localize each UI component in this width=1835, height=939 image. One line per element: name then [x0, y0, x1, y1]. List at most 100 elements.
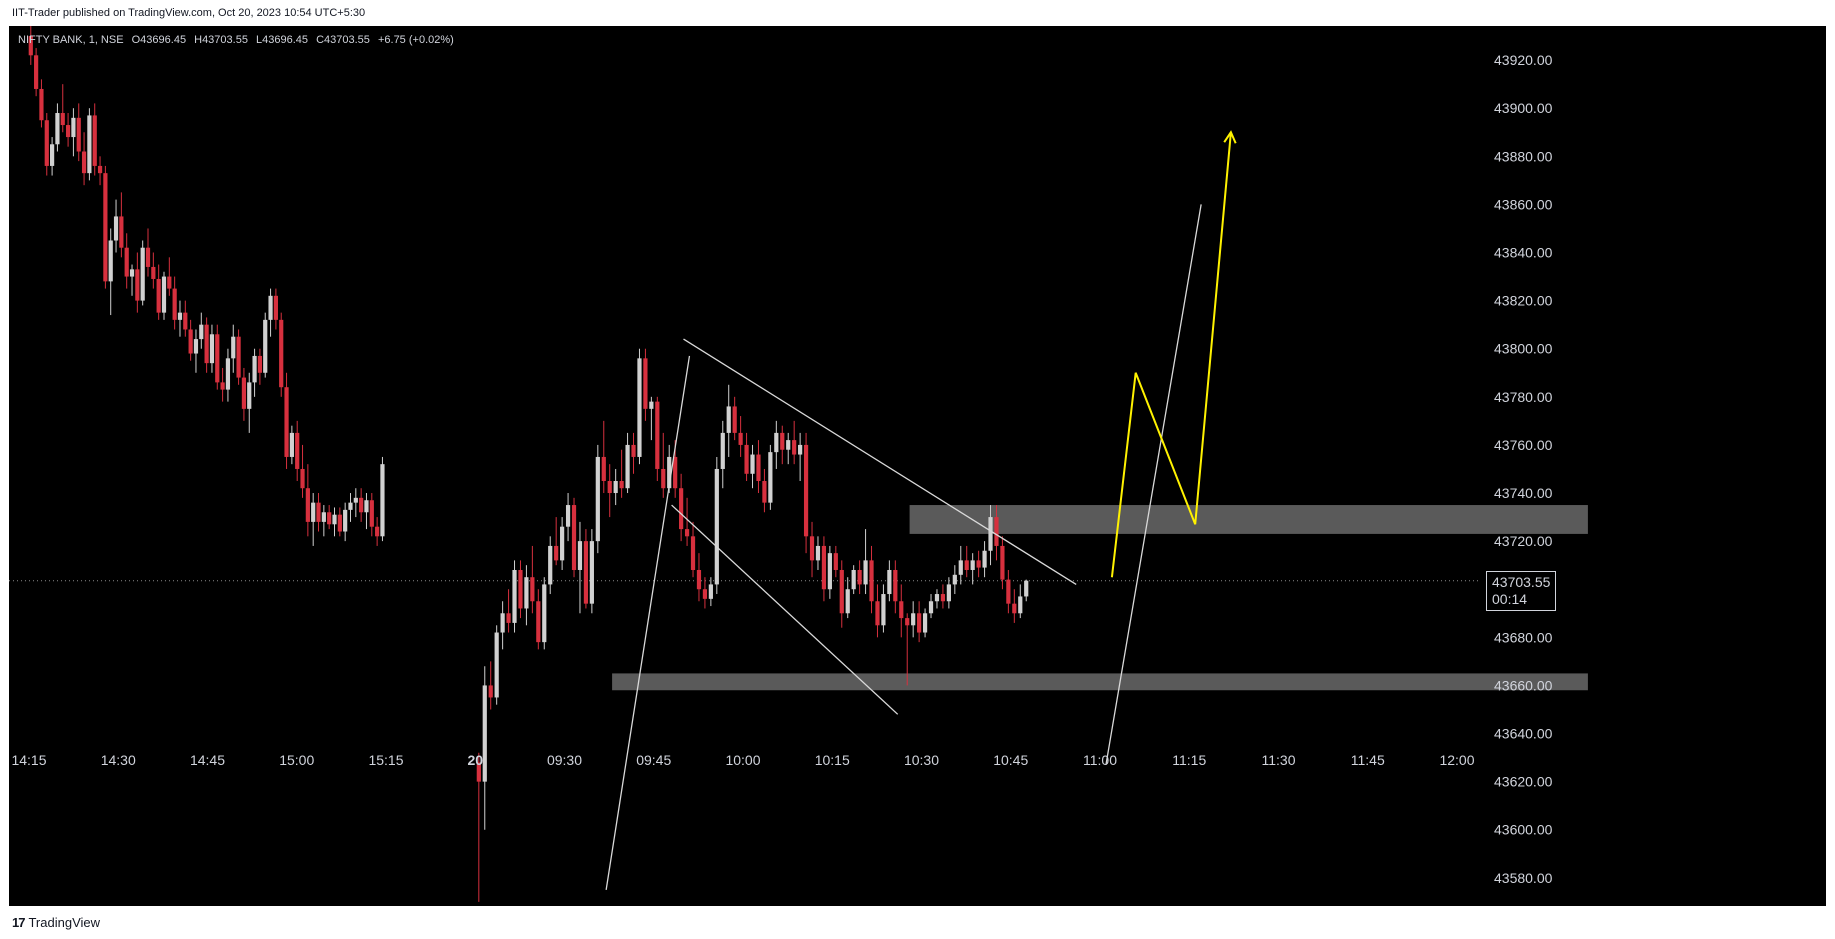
candle-body	[300, 468, 305, 489]
candle-body	[548, 545, 553, 585]
candle-body	[241, 377, 247, 409]
candle-body	[161, 276, 167, 313]
projection-path	[1110, 132, 1232, 578]
candle-body	[156, 278, 161, 313]
candle-body	[845, 589, 850, 614]
candlestick-chart[interactable]: 43920.00 43900.00 43880.00 43860.00 43840.00…	[9, 26, 1826, 906]
candle-body	[917, 613, 922, 633]
candle-body	[679, 488, 684, 530]
candle-body	[87, 115, 92, 174]
candle-body	[619, 481, 624, 489]
legend-change: +6.75 (+0.02%)	[377, 34, 454, 46]
candle-body	[273, 295, 278, 320]
candle-body	[1006, 579, 1011, 604]
candle-body	[774, 432, 779, 453]
x-tick-label: 10:00	[725, 752, 760, 768]
candle-body	[482, 685, 487, 782]
candle-body	[637, 358, 642, 457]
zone-0	[909, 505, 1588, 534]
y-tick-label: 43780.00	[1494, 389, 1553, 405]
candle-body	[732, 406, 737, 433]
candle-body	[476, 762, 481, 782]
candle-body	[631, 444, 636, 457]
candle-body	[103, 173, 108, 282]
x-tick-label: 15:00	[279, 752, 314, 768]
candle-body	[359, 497, 364, 513]
y-tick-label: 43920.00	[1494, 52, 1553, 68]
candle-body	[1012, 603, 1017, 614]
y-tick-label: 43760.00	[1494, 437, 1553, 453]
candle-body	[506, 613, 511, 623]
candle-body	[768, 452, 773, 503]
candle-body	[204, 324, 209, 364]
x-tick-label: 14:45	[190, 752, 225, 768]
candle-body	[220, 382, 225, 390]
x-tick-label: 15:15	[368, 752, 403, 768]
projection-arrowhead	[1223, 130, 1237, 144]
candle-body	[305, 488, 310, 522]
candle-body	[177, 312, 183, 320]
candle-body	[135, 269, 140, 301]
tradingview-logo[interactable]: 17 TradingView	[12, 915, 100, 930]
candle-body	[661, 468, 666, 489]
candle-body	[970, 560, 975, 570]
candle-body	[209, 334, 215, 364]
candle-body	[60, 113, 65, 126]
candle-body	[750, 454, 755, 474]
candle-body	[295, 432, 300, 469]
publish-info: IIT-Trader published on TradingView.com,…	[0, 0, 1835, 26]
candle-body	[798, 444, 803, 455]
candle-body	[601, 456, 606, 481]
candle-body	[1018, 596, 1023, 614]
candle-body	[167, 276, 172, 289]
x-tick-label: 11:45	[1351, 752, 1385, 768]
candle-body	[140, 247, 145, 301]
candle-body	[869, 560, 874, 602]
trendline-2	[671, 504, 899, 715]
candle-body	[257, 355, 263, 373]
candle-body	[934, 594, 940, 602]
last-price-value: 43703.55	[1492, 573, 1551, 590]
candle-body	[183, 312, 188, 330]
candle-body	[76, 117, 81, 152]
candle-body	[55, 113, 60, 145]
y-tick-label: 43640.00	[1494, 726, 1553, 742]
candle-body	[649, 401, 654, 409]
candle-body	[289, 432, 294, 457]
candle-body	[113, 216, 119, 241]
candle-body	[673, 456, 678, 489]
x-tick-label: 09:30	[547, 752, 582, 768]
candle-body	[247, 382, 252, 409]
last-price-badge: 43703.55 00:14	[1486, 570, 1557, 611]
candle-body	[172, 288, 177, 320]
candle-body	[263, 319, 268, 373]
candle-body	[607, 481, 612, 494]
candle-body	[928, 601, 934, 614]
candle-body	[756, 454, 761, 481]
candle-body	[124, 247, 129, 277]
candle-body	[369, 500, 374, 527]
candle-body	[327, 512, 332, 525]
x-tick-label: 11:30	[1262, 752, 1296, 768]
candle-body	[899, 601, 904, 619]
candle-body	[625, 444, 630, 489]
candle-body	[595, 456, 600, 542]
candle-body	[129, 269, 135, 277]
candle-body	[353, 497, 358, 503]
zone-1	[612, 673, 1588, 691]
candle-body	[375, 526, 380, 537]
candle-body	[348, 502, 353, 510]
candle-body	[655, 401, 660, 469]
chart-area[interactable]: 43920.00 43900.00 43880.00 43860.00 43840.00…	[9, 26, 1826, 906]
candle-body	[863, 560, 868, 585]
candle-body	[488, 685, 493, 698]
candle-body	[268, 295, 273, 320]
candle-body	[231, 336, 236, 359]
y-tick-label: 43820.00	[1494, 293, 1553, 309]
candle-body	[994, 517, 999, 546]
tradingview-logo-icon: 17	[12, 915, 26, 930]
candle-body	[589, 541, 594, 604]
candle-body	[518, 569, 523, 609]
y-tick-label: 43660.00	[1494, 677, 1553, 693]
candle-body	[857, 569, 862, 585]
